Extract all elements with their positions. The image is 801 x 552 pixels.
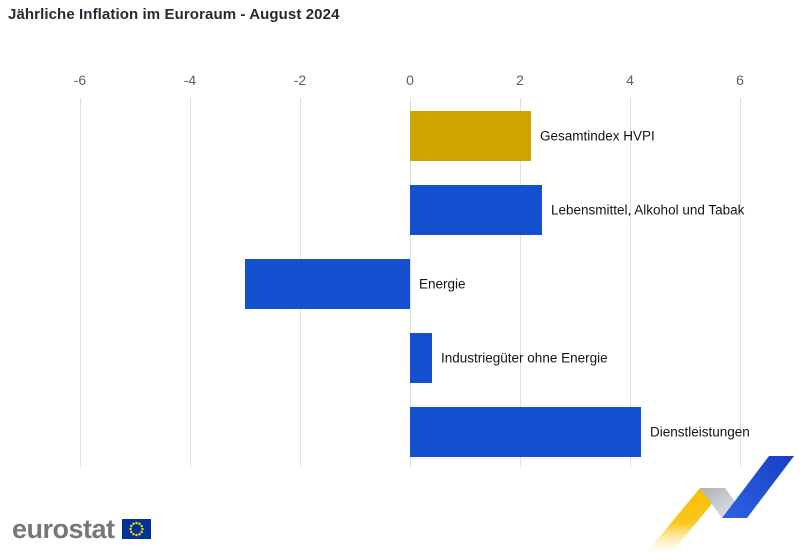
eu-flag-icon xyxy=(121,519,151,539)
x-gridline xyxy=(79,98,81,467)
ribbon-yellow-segment xyxy=(647,488,725,552)
flag-star xyxy=(139,530,143,534)
bar xyxy=(245,259,410,309)
flag-star xyxy=(137,532,141,536)
x-axis-tick-label: 4 xyxy=(626,72,634,88)
eu-flag-stars xyxy=(128,521,144,537)
x-axis-tick-label: -6 xyxy=(73,72,87,88)
bar xyxy=(410,333,432,383)
x-gridline xyxy=(189,98,191,467)
x-axis-tick-label: 0 xyxy=(406,72,414,88)
bar-category-label: Energie xyxy=(419,276,466,292)
flag-star xyxy=(131,532,135,536)
bar-category-label: Dienstleistungen xyxy=(650,424,750,440)
x-axis-tick-label: 2 xyxy=(516,72,524,88)
bar-category-label: Lebensmittel, Alkohol und Tabak xyxy=(551,202,745,218)
chart-title: Jährliche Inflation im Euroraum - August… xyxy=(8,6,340,23)
bar xyxy=(410,111,531,161)
bar-category-label: Industriegüter ohne Energie xyxy=(441,350,608,366)
flag-star xyxy=(134,521,138,525)
bar xyxy=(410,185,542,235)
x-gridline xyxy=(519,98,521,467)
flag-star xyxy=(137,522,141,526)
trend-ribbon-graphic xyxy=(647,456,794,552)
flag-star xyxy=(128,527,132,531)
flag-star xyxy=(129,530,133,534)
x-gridline xyxy=(409,98,411,467)
x-gridline xyxy=(739,98,741,467)
x-gridline xyxy=(629,98,631,467)
flag-star xyxy=(140,527,144,531)
bar-category-label: Gesamtindex HVPI xyxy=(540,128,655,144)
ribbon-blue-segment xyxy=(722,456,794,518)
x-axis-tick-label: -4 xyxy=(183,72,197,88)
flag-star xyxy=(139,524,143,528)
bar xyxy=(410,407,641,457)
x-axis-tick-label: 6 xyxy=(736,72,744,88)
flag-star xyxy=(129,524,133,528)
eu-flag-field xyxy=(121,519,151,539)
eurostat-logo: eurostat xyxy=(12,514,151,544)
flag-star xyxy=(131,522,135,526)
eurostat-logo-text: eurostat xyxy=(12,513,115,544)
flag-star xyxy=(134,533,138,537)
bar-chart: -6 -4 -2 0 2 4 6 Gesamtindex HVPI Lebensmittel, … xyxy=(73,72,750,467)
x-axis-tick-label: -2 xyxy=(293,72,307,88)
